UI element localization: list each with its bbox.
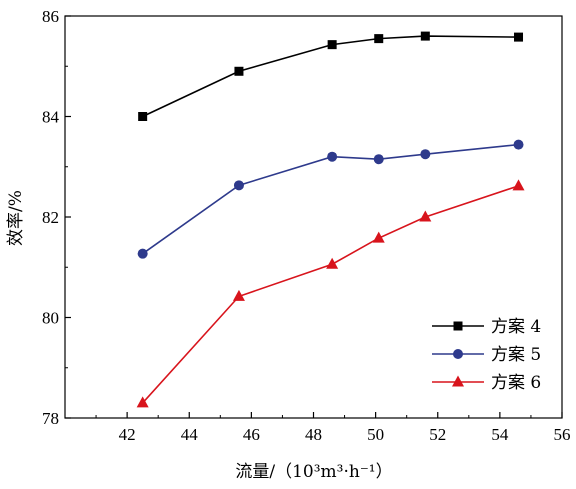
data-point — [234, 66, 244, 76]
x-tick-label: 42 — [119, 425, 136, 444]
legend-marker — [453, 349, 463, 359]
data-point — [138, 112, 148, 121]
data-point — [514, 32, 524, 42]
data-point — [232, 289, 245, 301]
series-line — [142, 185, 519, 404]
legend-item-3: 方案 6 — [432, 373, 541, 393]
y-tick-label: 80 — [42, 309, 59, 328]
series-2 — [137, 139, 524, 259]
legend-item-1: 方案 4 — [432, 317, 541, 337]
data-point — [420, 31, 430, 41]
series-1 — [138, 31, 524, 121]
x-tick-label: 56 — [554, 425, 571, 444]
x-tick-label: 50 — [367, 425, 384, 444]
series-3 — [136, 179, 525, 408]
data-point — [420, 149, 431, 160]
plot-frame — [64, 15, 563, 419]
x-axis-title: 流量/（10³m³·h⁻¹） — [235, 462, 392, 482]
x-tick-label: 54 — [491, 425, 509, 444]
data-point — [327, 40, 337, 50]
data-point — [137, 248, 148, 259]
y-tick-label: 82 — [42, 208, 59, 227]
data-point — [327, 151, 338, 162]
legend-label: 方案 6 — [491, 373, 541, 393]
legend-item-2: 方案 5 — [432, 345, 541, 365]
x-tick-label: 46 — [243, 425, 260, 444]
data-point — [326, 257, 339, 269]
data-point — [374, 34, 384, 44]
legend-label: 方案 5 — [491, 345, 541, 365]
x-tick-label: 48 — [305, 425, 322, 444]
data-point — [419, 210, 432, 222]
legend: 方案 4 方案 5 方案 6 — [432, 317, 541, 393]
data-point — [233, 180, 244, 191]
y-tick-label: 86 — [42, 7, 59, 26]
data-point — [136, 396, 149, 408]
data-point — [512, 179, 525, 191]
legend-marker — [453, 321, 463, 331]
data-point — [373, 154, 384, 165]
axes: 78 80 82 84 86 42 44 46 48 50 52 54 56 — [42, 7, 571, 444]
x-tick-label: 52 — [429, 425, 446, 444]
legend-marker — [452, 375, 464, 387]
series-layer — [136, 31, 525, 408]
y-tick-label: 78 — [42, 409, 59, 428]
y-tick-label: 84 — [42, 108, 60, 127]
legend-label: 方案 4 — [491, 317, 541, 337]
series-line — [142, 35, 519, 118]
series-line — [142, 143, 519, 255]
y-axis-title: 效率/% — [6, 190, 26, 246]
data-point — [513, 139, 524, 150]
x-tick-label: 44 — [181, 425, 199, 444]
data-point — [372, 231, 385, 243]
